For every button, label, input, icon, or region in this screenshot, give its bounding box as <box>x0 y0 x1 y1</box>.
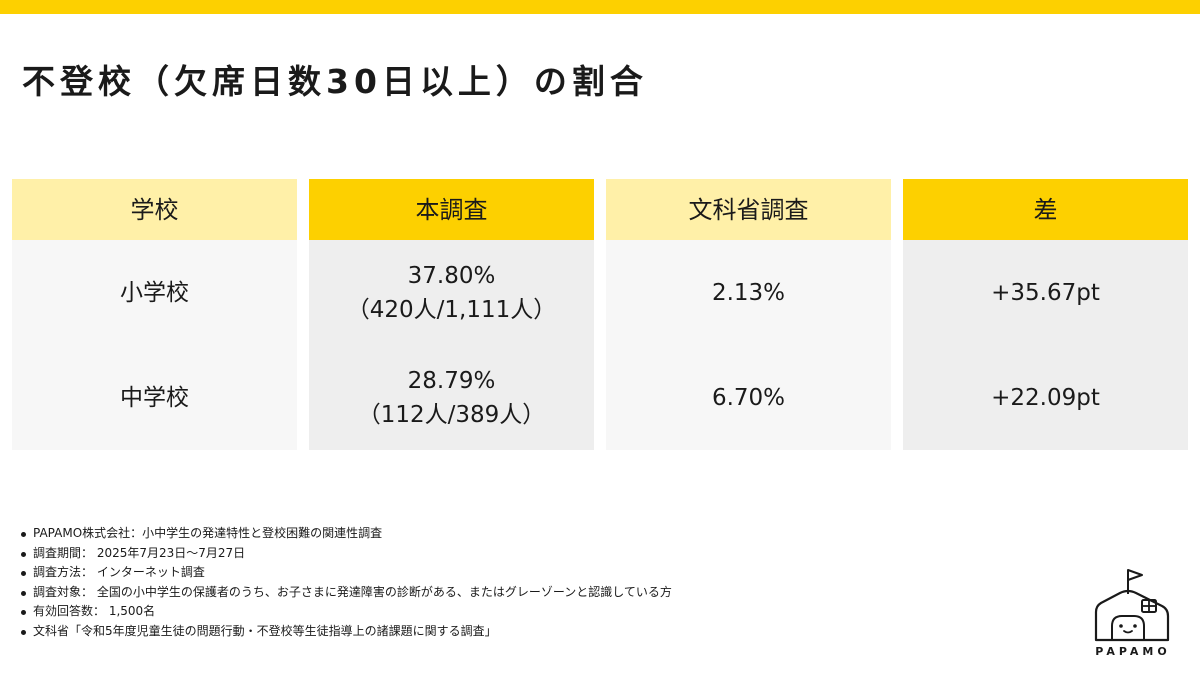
row-junior-high-mext: 6.70% <box>606 345 891 450</box>
header-this-survey: 本調査 <box>309 179 594 240</box>
row-elementary-survey: 37.80% （420人/1,111人） <box>309 240 594 345</box>
note-item: 調査方法： インターネット調査 <box>20 563 672 583</box>
note-item: 文科省「令和5年度児童生徒の問題行動・不登校等生徒指導上の諸課題に関する調査」 <box>20 622 672 642</box>
row-elementary-school: 小学校 <box>12 240 297 345</box>
header-school: 学校 <box>12 179 297 240</box>
logo-text: PAPAMO <box>1095 645 1171 658</box>
row-junior-high-diff: +22.09pt <box>903 345 1188 450</box>
page-title: 不登校（欠席日数30日以上）の割合 <box>22 62 648 101</box>
header-difference: 差 <box>903 179 1188 240</box>
comparison-table: 学校 本調査 文科省調査 差 小学校 37.80% （420人/1,111人） … <box>12 179 1188 450</box>
row-junior-high-survey: 28.79% （112人/389人） <box>309 345 594 450</box>
survey-percent: 28.79% <box>407 367 496 394</box>
note-item: 調査対象： 全国の小中学生の保護者のうち、お子さまに発達障害の診断がある、または… <box>20 583 672 603</box>
note-item: PAPAMO株式会社：小中学生の発達特性と登校困難の関連性調査 <box>20 524 672 544</box>
row-elementary-diff: +35.67pt <box>903 240 1188 345</box>
top-accent-bar <box>0 0 1200 14</box>
survey-percent: 37.80% <box>407 262 496 289</box>
header-mext-survey: 文科省調査 <box>606 179 891 240</box>
row-junior-high-school: 中学校 <box>12 345 297 450</box>
survey-count: （420人/1,111人） <box>346 296 557 323</box>
survey-count: （112人/389人） <box>357 401 546 428</box>
house-with-flag-icon <box>1094 569 1170 642</box>
note-item: 調査期間： 2025年7月23日～7月27日 <box>20 544 672 564</box>
note-item: 有効回答数： 1,500名 <box>20 602 672 622</box>
row-elementary-mext: 2.13% <box>606 240 891 345</box>
source-notes: PAPAMO株式会社：小中学生の発達特性と登校困難の関連性調査 調査期間： 20… <box>20 524 672 642</box>
